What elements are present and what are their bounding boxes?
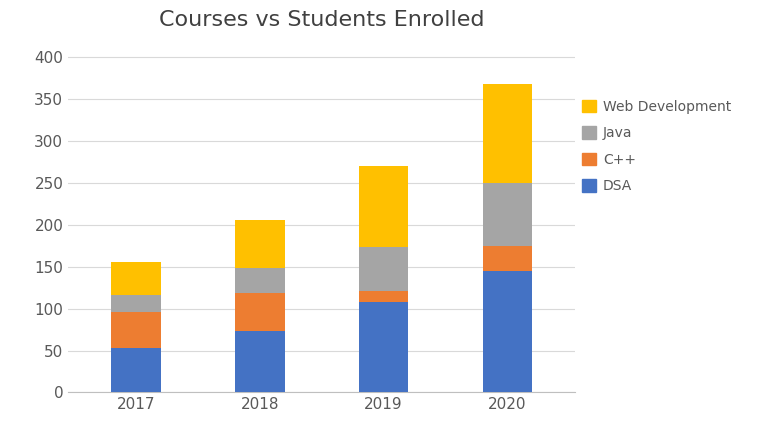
- Bar: [235, 331, 285, 392]
- Bar: [235, 293, 285, 331]
- Bar: [235, 220, 285, 268]
- Bar: [111, 295, 161, 312]
- Bar: [111, 262, 161, 295]
- Bar: [482, 84, 532, 183]
- Bar: [359, 291, 408, 302]
- Bar: [111, 312, 161, 348]
- Bar: [111, 348, 161, 392]
- Bar: [235, 268, 285, 293]
- Bar: [359, 248, 408, 291]
- Legend: Web Development, Java, C++, DSA: Web Development, Java, C++, DSA: [582, 100, 731, 194]
- Bar: [482, 183, 532, 246]
- Bar: [482, 246, 532, 271]
- Bar: [482, 271, 532, 392]
- Bar: [359, 302, 408, 392]
- Title: Courses vs Students Enrolled: Courses vs Students Enrolled: [159, 10, 484, 30]
- Bar: [359, 166, 408, 248]
